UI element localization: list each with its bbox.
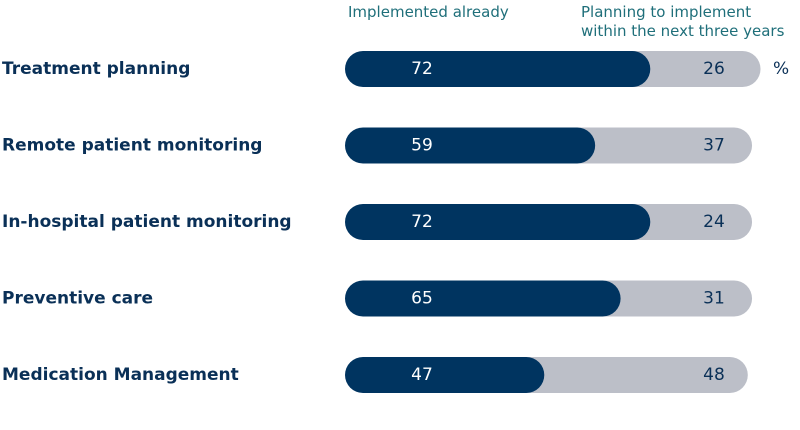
value-label-planned: 31 [703, 289, 725, 309]
category-label: In-hospital patient monitoring [2, 212, 292, 232]
value-label-planned: 26 [703, 59, 725, 79]
category-label: Remote patient monitoring [2, 136, 262, 156]
unit-label: % [773, 59, 789, 79]
bar-planned [584, 280, 753, 317]
category-labels: Treatment planning Remote patient monitor… [2, 59, 292, 385]
legend-item-2-line-1: Planning to implement [581, 3, 751, 21]
value-label-planned: 24 [703, 212, 725, 232]
bar-implemented [345, 51, 651, 87]
bars [345, 51, 761, 393]
value-label-implemented: 72 [411, 59, 433, 79]
legend: Implemented already Planning to implement… [348, 3, 785, 40]
bar-planned [614, 204, 753, 240]
category-label: Preventive care [2, 289, 153, 309]
bar-implemented [345, 280, 621, 317]
bar-implemented [345, 204, 651, 240]
bar-implemented [345, 127, 596, 164]
legend-item-1-line-1: Implemented already [348, 3, 509, 21]
value-label-planned: 48 [703, 365, 725, 385]
bar-planned [508, 357, 748, 393]
bar-planned [614, 51, 761, 87]
value-label-implemented: 72 [411, 212, 433, 232]
value-label-implemented: 59 [411, 136, 433, 156]
legend-item-2-line-2: within the next three years [581, 22, 785, 40]
value-label-implemented: 65 [411, 289, 433, 309]
category-label: Treatment planning [2, 59, 190, 79]
value-label-implemented: 47 [411, 365, 433, 385]
bar-implemented [345, 357, 545, 393]
category-label: Medication Management [2, 365, 239, 385]
value-label-planned: 37 [703, 136, 725, 156]
bar-planned [559, 127, 753, 164]
value-labels: 72 26 59 37 72 24 65 31 47 48 [411, 59, 725, 385]
